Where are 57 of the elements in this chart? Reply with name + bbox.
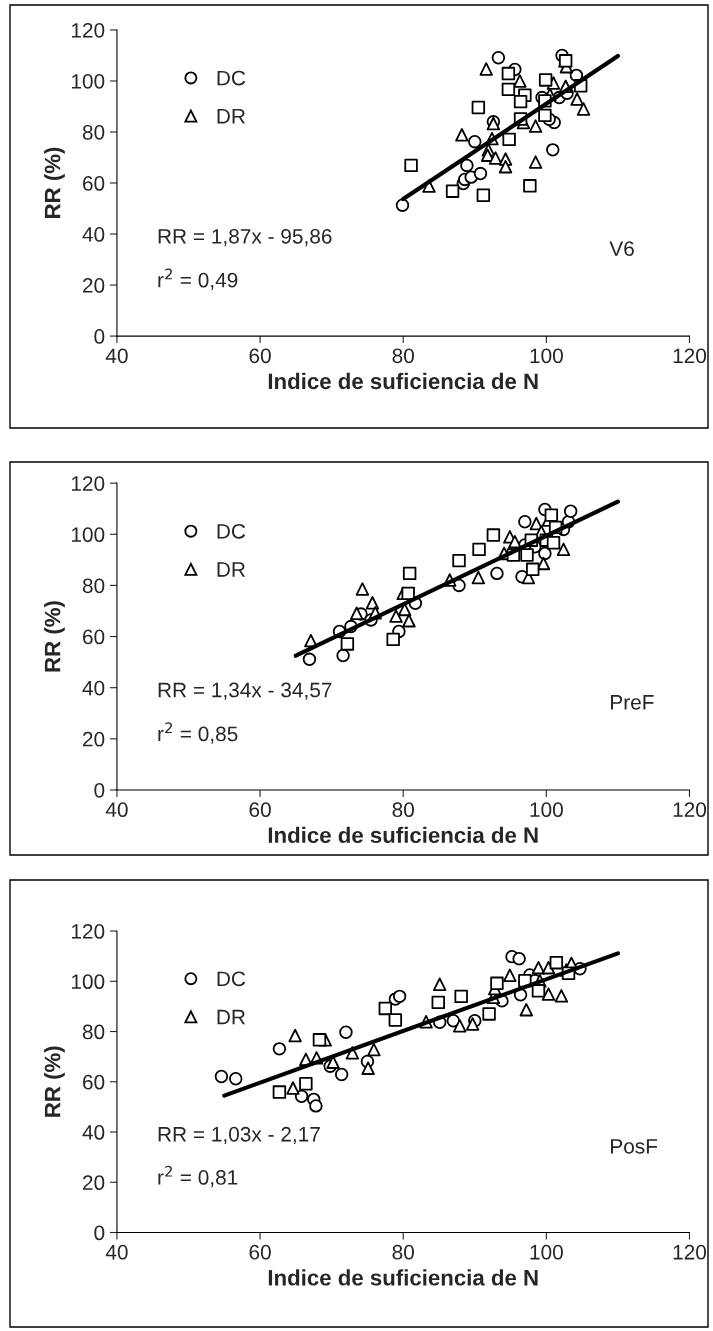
legend-label: DC bbox=[217, 70, 246, 86]
x-tick-label: 80 bbox=[392, 802, 414, 818]
y-tick-label: 0 bbox=[94, 329, 105, 344]
x-tick-label: 80 bbox=[392, 348, 414, 364]
x-tick-label: 120 bbox=[673, 348, 707, 364]
x-tick-label: 100 bbox=[530, 802, 563, 818]
y-tick-label: 100 bbox=[71, 974, 105, 990]
x-tick-label: 60 bbox=[249, 348, 271, 364]
y-tick-label: 40 bbox=[82, 227, 105, 242]
y-tick-label: 60 bbox=[83, 176, 105, 191]
y-tick-label: 120 bbox=[71, 476, 105, 491]
x-tick-label: 100 bbox=[530, 348, 563, 364]
annotation: RR = 1,03x - 2,17 bbox=[158, 1126, 320, 1145]
y-tick-label: 80 bbox=[82, 124, 105, 140]
x-tick-label: 120 bbox=[673, 1244, 707, 1260]
annotation: r$^{2}$ = 0,81 bbox=[158, 1165, 238, 1188]
y-tick-label: 20 bbox=[83, 278, 105, 293]
y-tick-label: 60 bbox=[83, 629, 105, 645]
annotation: PreF bbox=[611, 695, 654, 710]
y-tick-label: 100 bbox=[71, 73, 105, 89]
annotation: RR = 1,87x - 95,86 bbox=[158, 228, 332, 247]
x-tick-label: 40 bbox=[105, 348, 128, 364]
x-tick-label: 120 bbox=[673, 802, 707, 818]
x-tick-label: 40 bbox=[105, 1244, 128, 1260]
y-tick-label: 120 bbox=[71, 22, 105, 38]
y-tick-label: 0 bbox=[94, 782, 105, 798]
y-axis-title: RR (%) bbox=[44, 1046, 65, 1117]
legend-label: DR bbox=[217, 109, 245, 124]
x-tick-label: 40 bbox=[105, 802, 128, 818]
y-axis-title: RR (%) bbox=[44, 147, 65, 218]
legend-label: DC bbox=[217, 971, 246, 987]
annotation: PosF bbox=[611, 1139, 658, 1154]
y-tick-label: 20 bbox=[83, 1175, 105, 1191]
annotation: RR = 1,34x - 34,57 bbox=[158, 682, 332, 700]
annotation: V6 bbox=[609, 241, 634, 256]
y-axis-title: RR (%) bbox=[44, 601, 65, 672]
y-tick-label: 80 bbox=[82, 578, 105, 594]
legend-label: DC bbox=[217, 523, 246, 539]
x-axis-title: Indice de suficiencia de N bbox=[268, 826, 538, 844]
annotation: r$^{2}$ = 0,49 bbox=[158, 268, 238, 290]
x-tick-label: 80 bbox=[392, 1244, 414, 1260]
x-tick-label: 60 bbox=[249, 802, 271, 818]
legend-label: DR bbox=[217, 1009, 245, 1025]
y-tick-label: 80 bbox=[82, 1024, 105, 1040]
y-tick-label: 20 bbox=[83, 731, 105, 747]
y-tick-label: 120 bbox=[71, 924, 105, 939]
x-tick-label: 100 bbox=[530, 1244, 563, 1260]
x-tick-label: 60 bbox=[249, 1244, 271, 1260]
x-axis-title: Indice de suficiencia de N bbox=[268, 1269, 538, 1286]
y-tick-label: 40 bbox=[82, 1125, 105, 1140]
y-tick-label: 0 bbox=[94, 1225, 105, 1241]
x-axis-title: Indice de suficiencia de N bbox=[268, 372, 538, 390]
legend-label: DR bbox=[217, 562, 245, 577]
y-tick-label: 100 bbox=[71, 527, 105, 543]
annotation: r$^{2}$ = 0,85 bbox=[158, 722, 238, 744]
y-tick-label: 60 bbox=[83, 1074, 105, 1090]
y-tick-label: 40 bbox=[82, 680, 105, 696]
